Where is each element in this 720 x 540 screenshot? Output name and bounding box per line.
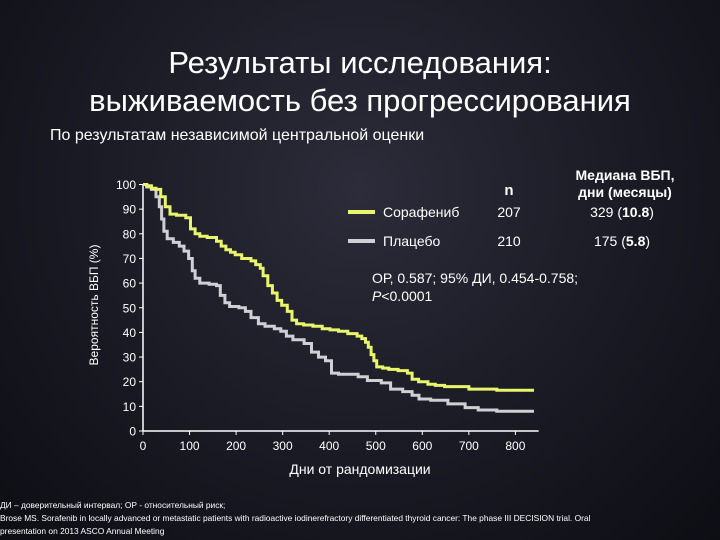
p-value: <0.0001	[381, 288, 432, 304]
x-tick-label: 500	[366, 439, 386, 453]
p-symbol: P	[372, 288, 382, 304]
y-tick-label: 70	[123, 252, 137, 266]
y-tick-label: 60	[123, 277, 137, 291]
footnote-line-2: Brose MS. Sorafenib in locally advanced …	[0, 513, 591, 523]
chart-series	[143, 183, 534, 413]
legend-label-placebo: Плацебо	[383, 233, 441, 249]
median-prefix: 175 (	[594, 233, 626, 249]
legend-header-n: n	[504, 182, 513, 199]
y-tick-label: 100	[116, 178, 136, 192]
hazard-ratio-text: ОР, 0.587; 95% ДИ, 0.454-0.758;	[372, 270, 578, 286]
legend-median-placebo: 175 (5.8)	[594, 233, 650, 249]
y-tick-label: 80	[123, 227, 137, 241]
footnote: ДИ – доверительный интервал; ОР - относи…	[0, 499, 720, 538]
slide-subtitle: По результатам независимой центральной о…	[50, 127, 425, 144]
y-tick-label: 10	[123, 400, 137, 414]
y-tick-label: 90	[123, 203, 137, 217]
x-tick-label: 200	[226, 439, 246, 453]
x-tick-label: 700	[459, 439, 479, 453]
x-axis-title: Дни от рандомизации	[289, 461, 430, 477]
footnote-line-3: presentation on 2013 ASCO Annual Meeting	[0, 526, 165, 536]
median-suffix: )	[645, 233, 650, 249]
y-axis-title: Вероятность ВБП (%)	[87, 245, 101, 366]
chart-legend: n Медиана ВБП,дни (месяцы) Сорафениб 207 329…	[348, 167, 674, 304]
legend-header-median-line2: дни (месяцы)	[578, 184, 672, 200]
y-tick-label: 50	[123, 301, 137, 315]
title-line-2: выживаемость без прогрессирования	[89, 83, 631, 118]
legend-n-sorafenib: 207	[497, 204, 521, 220]
title-line-1: Результаты исследования:	[168, 45, 552, 80]
legend-median-sorafenib: 329 (10.8)	[590, 204, 654, 220]
x-tick-label: 400	[319, 439, 339, 453]
placebo-curve	[143, 183, 534, 413]
x-tick-label: 600	[412, 439, 432, 453]
sorafenib-curve	[143, 183, 534, 392]
legend-label-sorafenib: Сорафениб	[383, 204, 459, 220]
y-tick-label: 30	[123, 351, 137, 365]
legend-header-median-line1: Медиана ВБП,	[576, 167, 675, 183]
chart-axes: 0 10 20 30 40 50 60 70 80 90 100 0 100 200 300 400 500 60…	[87, 178, 539, 477]
p-value-text: P<0.0001	[372, 288, 433, 304]
slide-title: Результаты исследования: выживаемость бе…	[0, 44, 720, 120]
legend-n-placebo: 210	[497, 233, 521, 249]
median-months: 10.8	[622, 204, 649, 220]
y-tick-label: 40	[123, 326, 137, 340]
footnote-line-1: ДИ – доверительный интервал; ОР - относи…	[0, 500, 226, 510]
x-tick-label: 300	[273, 439, 293, 453]
x-tick-label: 800	[505, 439, 525, 453]
y-tick-label: 0	[129, 425, 136, 439]
x-tick-label: 100	[180, 439, 200, 453]
median-prefix: 329 (	[590, 204, 622, 220]
y-tick-label: 20	[123, 375, 137, 389]
median-suffix: )	[649, 204, 654, 220]
x-tick-label: 0	[140, 439, 147, 453]
median-months: 5.8	[626, 233, 646, 249]
